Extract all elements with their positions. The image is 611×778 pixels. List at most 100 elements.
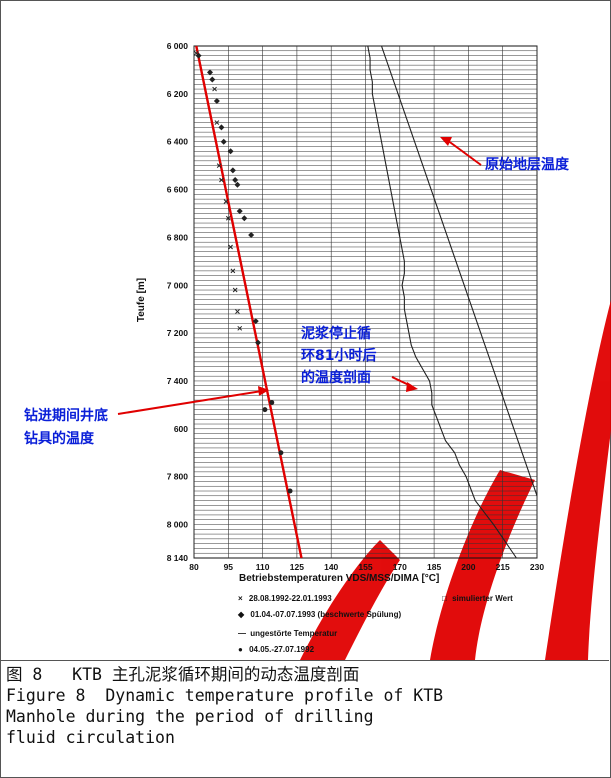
watermark-stroke-1 bbox=[300, 540, 400, 660]
x-marker-stroke bbox=[225, 215, 231, 221]
y-tick-label: 6 000 bbox=[167, 41, 189, 51]
bottomhole-temperature-line bbox=[195, 45, 303, 559]
x-tick-label: 215 bbox=[496, 562, 510, 572]
diamond-marker-point bbox=[248, 232, 255, 239]
x-marker-point bbox=[223, 199, 229, 204]
y-tick-labels: 6 000 6 200 6 400 6 600 6 800 7 000 7 200 7 400… bbox=[167, 41, 189, 563]
x-marker-point bbox=[235, 309, 240, 314]
annotation-arrowhead-1 bbox=[440, 137, 452, 146]
dot-marker-point bbox=[262, 407, 268, 413]
figure-caption: 图 8 KTB 主孔泥浆循环期间的动态温度剖面 Figure 8 Dynamic… bbox=[6, 664, 606, 748]
x-tick-label: 95 bbox=[224, 562, 234, 572]
caption-english-line-1: Figure 8 Dynamic temperature profile of … bbox=[6, 686, 444, 705]
legend-item-5: □ simulierter Wert bbox=[442, 594, 513, 603]
x-tick-labels: 80 95 110 125 140 155 170 185 200 215 230 bbox=[189, 562, 544, 572]
y-axis-label: Teufe [m] bbox=[136, 278, 147, 322]
caption-english-line-3: fluid circulation bbox=[6, 728, 175, 747]
x-marker-stroke bbox=[235, 309, 240, 314]
diamond-marker-point bbox=[213, 98, 220, 105]
x-tick-label: 80 bbox=[189, 562, 199, 572]
annotation-arrow-3 bbox=[117, 390, 263, 415]
x-marker-point bbox=[225, 215, 231, 221]
dot-marker-point bbox=[278, 450, 284, 456]
x-tick-label: 125 bbox=[290, 562, 304, 572]
x-tick-label: 230 bbox=[530, 562, 544, 572]
y-tick-label: 7 800 bbox=[167, 472, 189, 482]
annotation-stopped-line-3: 的温度剖面 bbox=[301, 369, 371, 386]
x-tick-label: 185 bbox=[427, 562, 441, 572]
x-marker-point bbox=[230, 268, 236, 274]
dot-marker-point bbox=[269, 399, 275, 405]
watermark-stroke-2 bbox=[430, 470, 535, 660]
x-marker-stroke bbox=[237, 325, 243, 331]
y-tick-label: 6 800 bbox=[167, 232, 189, 242]
legend-item-2: ◆ 01.04.-07.07.1993 (beschwerte Spülung) bbox=[237, 610, 401, 619]
x-marker-point bbox=[219, 177, 224, 183]
x-marker-point bbox=[228, 244, 233, 250]
annotation-arrowhead-2 bbox=[406, 382, 418, 392]
diamond-marker-point bbox=[209, 76, 216, 83]
y-tick-label: 7 000 bbox=[167, 280, 189, 290]
x-marker-point bbox=[216, 163, 222, 168]
annotation-stopped-circulation: 泥浆停止循 环81小时后 的温度剖面 bbox=[301, 325, 418, 392]
dot-marker-point bbox=[287, 488, 293, 494]
y-tick-label: 6 200 bbox=[167, 89, 189, 99]
diamond-marker-point bbox=[229, 167, 236, 174]
x-marker-stroke bbox=[232, 287, 238, 293]
annotation-arrowhead-3 bbox=[258, 386, 269, 396]
x-marker-stroke bbox=[219, 177, 224, 183]
annotation-original-temperature: 原始地层温度 bbox=[440, 137, 570, 173]
x-marker-point bbox=[232, 287, 238, 293]
temperature-profile-chart: 6 000 6 200 6 400 6 600 6 800 7 000 7 200 7 400… bbox=[24, 41, 611, 660]
y-tick-label: 6 400 bbox=[167, 137, 189, 147]
annotation-arrow-1 bbox=[446, 139, 482, 166]
diamond-marker-point bbox=[232, 176, 239, 183]
x-marker-point bbox=[214, 120, 220, 125]
watermark bbox=[300, 300, 611, 660]
diamond-marker-point bbox=[236, 208, 243, 215]
watermark-stroke-3 bbox=[545, 300, 611, 660]
y-tick-label: 6 600 bbox=[167, 185, 189, 195]
diamond-marker-point bbox=[241, 215, 248, 222]
x-marker-point bbox=[212, 86, 217, 92]
annotation-drilling-bottomhole: 钻进期间井底 钻具的温度 bbox=[24, 386, 269, 447]
figure-box bbox=[0, 660, 609, 661]
x-marker-stroke bbox=[230, 268, 236, 274]
vertical-gridlines bbox=[193, 46, 538, 558]
measured-temperature-profile-line bbox=[367, 45, 517, 559]
x-marker-stroke bbox=[223, 199, 229, 204]
diamond-marker-point bbox=[207, 69, 214, 76]
x-marker-stroke bbox=[216, 163, 222, 168]
diamond-marker-point bbox=[227, 148, 234, 155]
x-marker-stroke bbox=[193, 50, 199, 56]
diamond-marker-point bbox=[255, 339, 262, 346]
series-layer bbox=[193, 45, 538, 559]
y-tick-label: 7 200 bbox=[167, 328, 189, 338]
x-tick-label: 170 bbox=[393, 562, 407, 572]
x-tick-label: 155 bbox=[358, 562, 372, 572]
legend-item-3: — ungestörte Temperatur bbox=[238, 629, 337, 638]
diamond-marker-point bbox=[195, 52, 202, 59]
undisturbed-temperature-line bbox=[380, 45, 538, 496]
x-marker-stroke bbox=[228, 244, 233, 250]
legend-item-1: × 28.08.1992-22.01.1993 bbox=[238, 594, 332, 603]
diamond-marker-point bbox=[218, 124, 225, 131]
y-tick-label: 8 140 bbox=[167, 553, 189, 563]
y-tick-label: 7 400 bbox=[167, 376, 189, 386]
x-tick-label: 110 bbox=[256, 562, 270, 572]
annotation-drilling-line-2: 钻具的温度 bbox=[24, 430, 95, 447]
caption-english-line-2: Manhole during the period of drilling bbox=[6, 707, 374, 726]
annotation-stopped-line-1: 泥浆停止循 bbox=[301, 325, 371, 342]
x-tick-label: 140 bbox=[324, 562, 338, 572]
diamond-marker-point bbox=[234, 181, 241, 188]
legend-item-4: ● 04.05.-27.07.1992 bbox=[238, 645, 315, 654]
x-marker-stroke bbox=[212, 86, 217, 92]
diamond-marker-point bbox=[252, 318, 259, 325]
legend: × 28.08.1992-22.01.1993 □ simulierter We… bbox=[237, 594, 513, 654]
annotation-drilling-line-1: 钻进期间井底 bbox=[24, 407, 108, 424]
x-marker-point bbox=[237, 325, 243, 331]
y-tick-label: 8 000 bbox=[167, 520, 189, 530]
x-axis-label: Betriebstemperaturen VDS/MSS/DIMA [°C] bbox=[239, 573, 439, 584]
caption-chinese: 图 8 KTB 主孔泥浆循环期间的动态温度剖面 bbox=[6, 665, 360, 684]
x-tick-label: 200 bbox=[461, 562, 475, 572]
